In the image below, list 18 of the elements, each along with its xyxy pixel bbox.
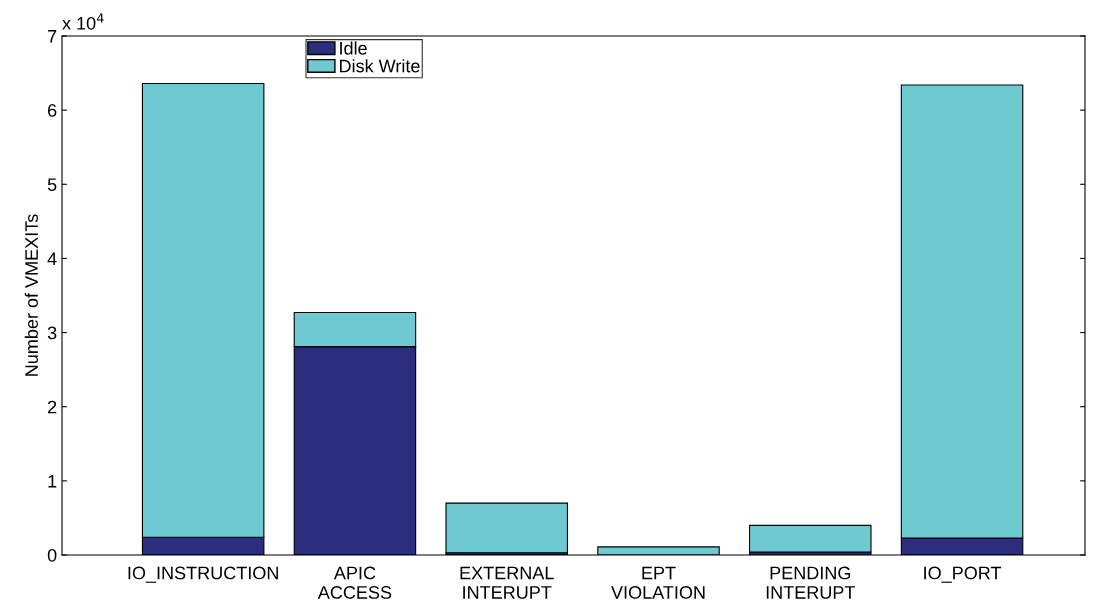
y-tick-label: 5 bbox=[47, 178, 57, 192]
y-tick-label: 3 bbox=[47, 326, 57, 340]
x-tick-label: APIC ACCESS bbox=[317, 566, 392, 599]
y-tick-label: 1 bbox=[48, 474, 57, 488]
y-tick-label: 6 bbox=[48, 104, 57, 117]
legend-label: Idle bbox=[340, 41, 367, 55]
x-tick-label: IO_PORT bbox=[924, 566, 1002, 583]
y-tick-label: 2 bbox=[48, 400, 57, 414]
x-tick-label: PENDING INTERUPT bbox=[766, 566, 855, 599]
y-axis-title: Number of VMEXITs bbox=[24, 214, 38, 376]
y-tick-label: 0 bbox=[47, 548, 57, 562]
y-tick-label: 7 bbox=[48, 30, 57, 43]
y-tick-label: 4 bbox=[47, 252, 57, 265]
x-tick-label: EXTERNAL INTERUPT bbox=[460, 566, 554, 599]
x-tick-label: EPT VIOLATION bbox=[611, 566, 705, 599]
legend-label: Disk Write bbox=[340, 59, 420, 73]
x-tick-label: IO_INSTRUCTION bbox=[128, 566, 278, 583]
text: x 10$^{4}$ bbox=[62, 13, 104, 30]
